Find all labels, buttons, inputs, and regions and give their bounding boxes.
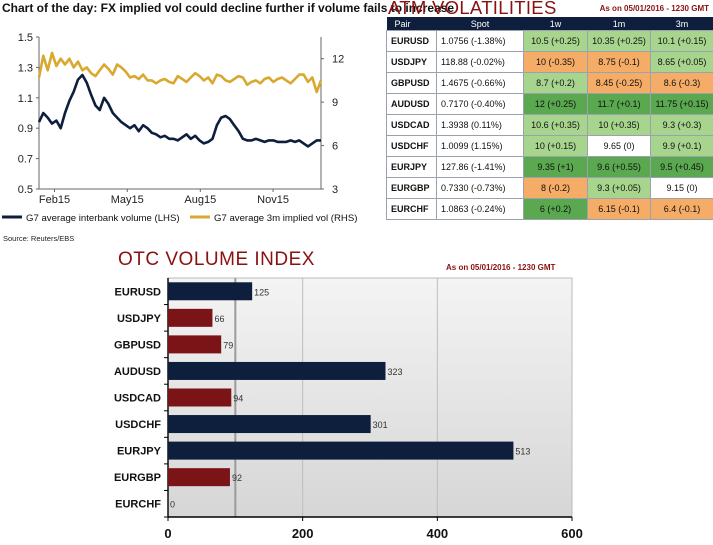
col-header-1w: 1w: [523, 17, 588, 31]
otc-as-of: As on 05/01/2016 - 1230 GMT: [446, 263, 556, 272]
series-line-implied-vol: [37, 51, 323, 94]
otc-volume-index-title: OTC VOLUME INDEX: [118, 249, 315, 270]
bar-eurusd: [168, 282, 253, 301]
x-tick-label: Feb15: [39, 194, 70, 206]
data-label: 79: [223, 340, 233, 350]
vol-3m-cell: 10.1 (+0.15): [650, 30, 713, 52]
table-row: EURJPY 127.86 (-1.41%) 9.35 (+1) 9.6 (+0.55…: [386, 156, 713, 178]
bar-usdjpy: [168, 308, 213, 327]
vol-1w-cell: 8.7 (+0.2): [523, 72, 588, 94]
vol-1w-cell: 9.35 (+1): [523, 156, 588, 178]
vol-1w-cell: 10.6 (+0.35): [523, 114, 588, 136]
pair-cell: GBPUSD: [386, 72, 437, 94]
col-header-pair: Pair: [386, 17, 437, 31]
table-header-row: Pair Spot 1w 1m 3m: [386, 17, 713, 31]
category-label: AUDUSD: [114, 366, 161, 378]
bar-eurjpy: [168, 441, 514, 460]
atm-as-of: As on 05/01/2016 - 1230 GMT: [599, 4, 709, 13]
left-tick-label: 1.1: [18, 93, 33, 105]
x-tick-label: 200: [292, 526, 314, 541]
bar-eurgbp: [168, 468, 230, 487]
x-tick-label: Nov15: [257, 194, 289, 206]
category-label: EURUSD: [115, 286, 162, 298]
right-tick-label: 6: [332, 141, 338, 153]
data-label: 513: [515, 447, 530, 457]
vol-1w-cell: 10 (-0.35): [523, 51, 588, 73]
spot-cell: 1.0863 (-0.24%): [436, 198, 524, 220]
category-label: USDCAD: [114, 393, 161, 405]
bar-usdchf: [168, 415, 371, 434]
category-label: USDJPY: [117, 313, 162, 325]
col-header-3m: 3m: [650, 17, 713, 31]
category-label: GBPUSD: [114, 339, 161, 351]
atm-header: ATM VOLATILITIES As on 05/01/2016 - 1230…: [388, 0, 713, 18]
left-tick-label: 0.9: [18, 123, 33, 135]
right-tick-label: 9: [332, 97, 338, 109]
table-row: USDJPY 118.88 (-0.02%) 10 (-0.35) 8.75 (-0.…: [386, 51, 713, 73]
category-label: USDCHF: [115, 419, 161, 431]
legend-label: G7 average 3m implied vol (RHS): [214, 213, 357, 224]
vol-3m-cell: 9.15 (0): [650, 177, 713, 199]
data-label: 94: [233, 394, 243, 404]
table-row: EURUSD 1.0756 (-1.38%) 10.5 (+0.25) 10.35 (…: [386, 30, 713, 52]
data-label: 92: [232, 473, 242, 483]
x-tick-label: Aug15: [184, 194, 216, 206]
left-tick-label: 0.5: [18, 184, 33, 196]
pair-cell: EURUSD: [386, 30, 437, 52]
data-label: 66: [214, 314, 224, 324]
bar-gbpusd: [168, 335, 222, 354]
pair-cell: USDJPY: [386, 51, 437, 73]
pair-cell: USDCAD: [386, 114, 437, 136]
vol-1m-cell: 9.6 (+0.55): [587, 156, 651, 178]
vol-1w-cell: 10.5 (+0.25): [523, 30, 588, 52]
vol-3m-cell: 9.5 (+0.45): [650, 156, 713, 178]
vol-1m-cell: 10 (+0.35): [587, 114, 651, 136]
pair-cell: EURCHF: [386, 198, 437, 220]
legend-label: G7 average interbank volume (LHS): [26, 213, 180, 224]
table-row: AUDUSD 0.7170 (-0.40%) 12 (+0.25) 11.7 (+0.…: [386, 93, 713, 115]
implied-vol-line-chart: 0.5 0.7 0.9 1.1 1.3 1.5 3 6 9 12 Feb15 May15 Aug15 No…: [2, 32, 357, 224]
left-tick-label: 1.3: [18, 62, 33, 74]
category-label: EURJPY: [117, 446, 162, 458]
bar-usdcad: [168, 388, 232, 407]
atm-volatilities-title: ATM VOLATILITIES: [388, 0, 557, 18]
data-label: 125: [254, 287, 269, 297]
category-label: EURCHF: [115, 499, 161, 511]
table-row: EURCHF 1.0863 (-0.24%) 6 (+0.2) 6.15 (-0.1)…: [386, 198, 713, 220]
col-header-1m: 1m: [587, 17, 651, 31]
chart-of-the-day-title: Chart of the day: FX implied vol could d…: [2, 1, 455, 15]
vol-3m-cell: 8.6 (-0.3): [650, 72, 713, 94]
data-label: 0: [170, 500, 175, 510]
bar-audusd: [168, 361, 386, 380]
col-header-spot: Spot: [436, 17, 524, 31]
right-tick-label: 3: [332, 184, 338, 196]
pair-cell: EURJPY: [386, 156, 437, 178]
category-label: EURGBP: [114, 472, 161, 484]
series-line-volume: [37, 73, 321, 148]
spot-cell: 1.3938 (0.11%): [436, 114, 524, 136]
data-label: 323: [387, 367, 402, 377]
x-tick-label: May15: [111, 194, 144, 206]
table-row: EURGBP 0.7330 (-0.73%) 8 (-0.2) 9.3 (+0.05)…: [386, 177, 713, 199]
source-note: Source: Reuters/EBS: [3, 234, 75, 243]
x-tick-label: 0: [164, 526, 171, 541]
vol-3m-cell: 8.65 (+0.05): [650, 51, 713, 73]
left-tick-label: 0.7: [18, 154, 33, 166]
right-tick-label: 12: [332, 54, 344, 66]
table-row: GBPUSD 1.4675 (-0.66%) 8.7 (+0.2) 8.45 (-0.…: [386, 72, 713, 94]
vol-1m-cell: 8.75 (-0.1): [587, 51, 651, 73]
left-tick-label: 1.5: [18, 32, 33, 44]
x-tick-label: 400: [426, 526, 448, 541]
data-label: 301: [373, 420, 388, 430]
spot-cell: 127.86 (-1.41%): [436, 156, 524, 178]
x-tick-label: 600: [561, 526, 583, 541]
spot-cell: 1.0756 (-1.38%): [436, 30, 524, 52]
vol-1m-cell: 9.3 (+0.05): [587, 177, 651, 199]
vol-3m-cell: 6.4 (-0.1): [650, 198, 713, 220]
atm-volatilities-table: Pair Spot 1w 1m 3m EURUSD 1.0756 (-1.38%)…: [386, 17, 713, 220]
spot-cell: 0.7330 (-0.73%): [436, 177, 524, 199]
